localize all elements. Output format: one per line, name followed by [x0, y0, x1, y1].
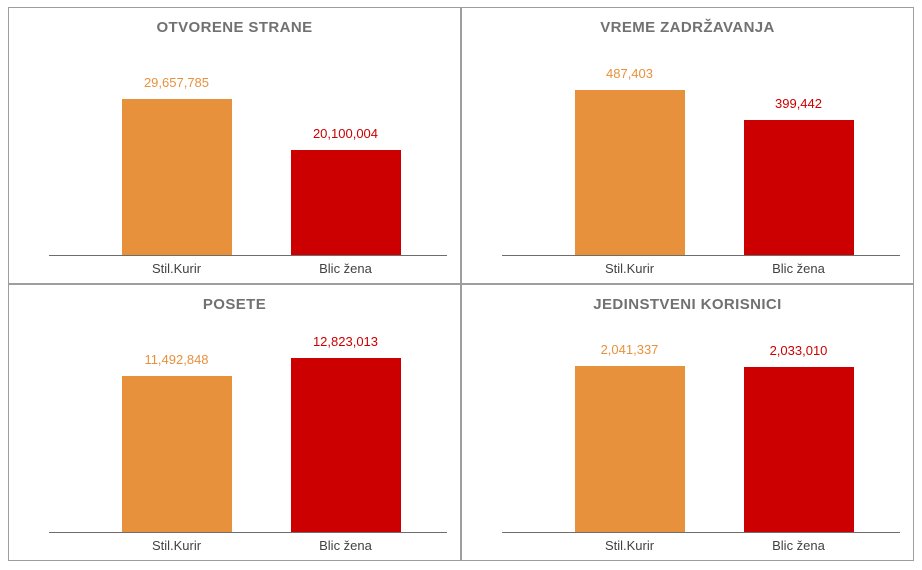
bar-value-label-stil-kurir: 487,403 [606, 65, 653, 81]
bar-stil-kurir[interactable] [574, 89, 685, 255]
x-axis-labels: Stil.Kurir Blic žena [502, 538, 900, 553]
bar-value-label-stil-kurir: 29,657,785 [143, 75, 210, 91]
x-axis-line [502, 532, 900, 533]
bar-value-label-blic-zena: 12,823,013 [312, 334, 379, 350]
bar-value-label-blic-zena: 2,033,010 [769, 342, 828, 358]
bar-column-blic-zena: 399,442 [743, 95, 854, 255]
plot-area: 29,657,785 20,100,004 [49, 8, 447, 255]
chart-panel-jedinstveni-korisnici: JEDINSTVENI KORISNICI 2,041,337 2,033,01… [461, 284, 914, 561]
bar-value-label-blic-zena: 20,100,004 [312, 125, 379, 141]
bar-stil-kurir[interactable] [121, 376, 232, 532]
x-axis-line [49, 532, 447, 533]
x-label-blic-zena: Blic žena [319, 261, 372, 276]
x-axis-labels: Stil.Kurir Blic žena [49, 261, 447, 276]
x-label-blic-zena: Blic žena [772, 538, 825, 553]
x-axis-labels: Stil.Kurir Blic žena [49, 538, 447, 553]
x-label-stil-kurir: Stil.Kurir [151, 261, 202, 276]
chart-panel-otvorene-strane: OTVORENE STRANE 29,657,785 20,100,004 St… [8, 7, 461, 284]
bar-column-blic-zena: 20,100,004 [290, 125, 401, 255]
x-label-blic-zena: Blic žena [772, 261, 825, 276]
plot-area: 487,403 399,442 [502, 8, 900, 255]
x-axis-line [49, 255, 447, 256]
x-label-stil-kurir: Stil.Kurir [604, 538, 655, 553]
plot-area: 11,492,848 12,823,013 [49, 285, 447, 532]
bar-value-label-blic-zena: 399,442 [775, 95, 822, 111]
bar-column-stil-kurir: 2,041,337 [574, 341, 685, 532]
bar-blic-zena[interactable] [290, 358, 401, 532]
bar-column-blic-zena: 2,033,010 [743, 342, 854, 532]
x-label-blic-zena: Blic žena [319, 538, 372, 553]
bar-value-label-stil-kurir: 11,492,848 [144, 352, 209, 368]
x-label-stil-kurir: Stil.Kurir [604, 261, 655, 276]
x-label-stil-kurir: Stil.Kurir [151, 538, 202, 553]
dashboard-grid: OTVORENE STRANE 29,657,785 20,100,004 St… [8, 7, 914, 561]
bar-value-label-stil-kurir: 2,041,337 [600, 341, 659, 357]
x-axis-labels: Stil.Kurir Blic žena [502, 261, 900, 276]
plot-area: 2,041,337 2,033,010 [502, 285, 900, 532]
bar-column-blic-zena: 12,823,013 [290, 334, 401, 532]
bar-column-stil-kurir: 29,657,785 [121, 75, 232, 255]
bar-blic-zena[interactable] [743, 366, 854, 532]
chart-title: POSETE [202, 296, 267, 313]
chart-panel-posete: POSETE 11,492,848 12,823,013 Stil.Kurir … [8, 284, 461, 561]
chart-title: VREME ZADRŽAVANJA [600, 19, 775, 36]
bar-stil-kurir[interactable] [121, 99, 232, 255]
bar-blic-zena[interactable] [290, 149, 401, 255]
bar-column-stil-kurir: 11,492,848 [121, 352, 232, 532]
x-axis-line [502, 255, 900, 256]
bar-stil-kurir[interactable] [574, 365, 685, 532]
chart-title: JEDINSTVENI KORISNICI [593, 296, 782, 313]
bar-column-stil-kurir: 487,403 [574, 65, 685, 255]
chart-panel-vreme-zadrzavanja: VREME ZADRŽAVANJA 487,403 399,442 Stil.K… [461, 7, 914, 284]
chart-title: OTVORENE STRANE [156, 19, 313, 36]
bar-blic-zena[interactable] [743, 119, 854, 255]
